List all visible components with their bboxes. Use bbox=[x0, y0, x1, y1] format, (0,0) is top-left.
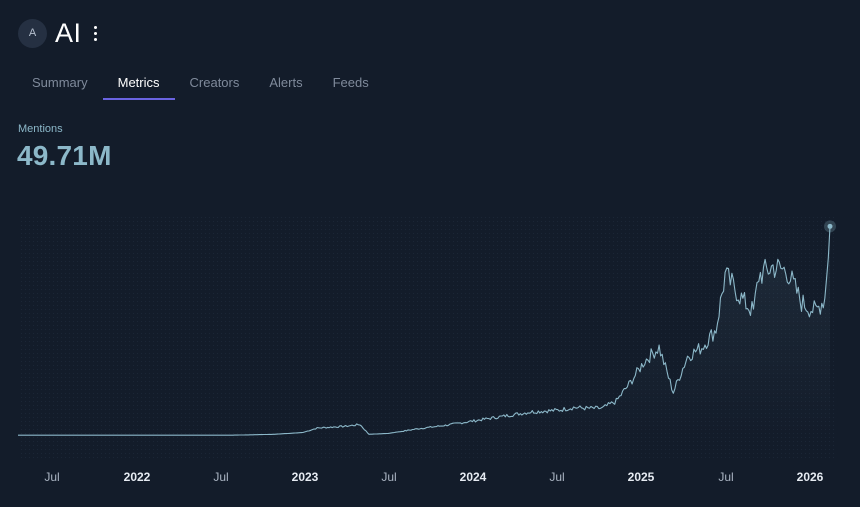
tab-metrics[interactable]: Metrics bbox=[102, 68, 175, 100]
x-tick-label: 2026 bbox=[797, 470, 824, 484]
avatar[interactable]: A bbox=[18, 18, 47, 48]
mentions-line-chart[interactable]: Jul 2022 Jul 2023 Jul 2024 Jul 2025 Jul 2026 bbox=[0, 200, 860, 500]
x-tick-label: Jul bbox=[213, 470, 228, 484]
series-area bbox=[18, 226, 830, 437]
series-line bbox=[18, 226, 831, 436]
x-tick-label: 2024 bbox=[460, 470, 487, 484]
tab-alerts[interactable]: Alerts bbox=[269, 75, 303, 90]
x-tick-label: Jul bbox=[44, 470, 59, 484]
marker-layer bbox=[824, 220, 836, 233]
tick-layer: Jul 2022 Jul 2023 Jul 2024 Jul 2025 Jul 2026 bbox=[44, 470, 823, 484]
x-tick-label: Jul bbox=[381, 470, 396, 484]
metric-label: Mentions bbox=[18, 123, 63, 135]
tab-bar: Summary Metrics Creators Alerts Feeds bbox=[17, 68, 384, 100]
menu-dot bbox=[94, 31, 98, 35]
menu-dot bbox=[94, 37, 98, 41]
x-tick-label: 2022 bbox=[124, 470, 151, 484]
x-tick-label: Jul bbox=[718, 470, 733, 484]
menu-dot bbox=[94, 25, 98, 29]
line-layer bbox=[18, 226, 831, 436]
last-point-marker bbox=[827, 223, 833, 229]
header: A AI bbox=[18, 18, 101, 48]
tab-creators[interactable]: Creators bbox=[189, 75, 240, 90]
area-layer bbox=[18, 226, 830, 437]
x-tick-label: 2025 bbox=[628, 470, 655, 484]
tab-feeds[interactable]: Feeds bbox=[332, 75, 369, 90]
kebab-menu-icon[interactable] bbox=[91, 23, 101, 43]
x-tick-label: Jul bbox=[549, 470, 564, 484]
page-title: AI bbox=[55, 17, 82, 48]
metric-value: 49.71M bbox=[17, 140, 112, 171]
x-tick-label: 2023 bbox=[292, 470, 319, 484]
tab-summary[interactable]: Summary bbox=[32, 75, 88, 90]
